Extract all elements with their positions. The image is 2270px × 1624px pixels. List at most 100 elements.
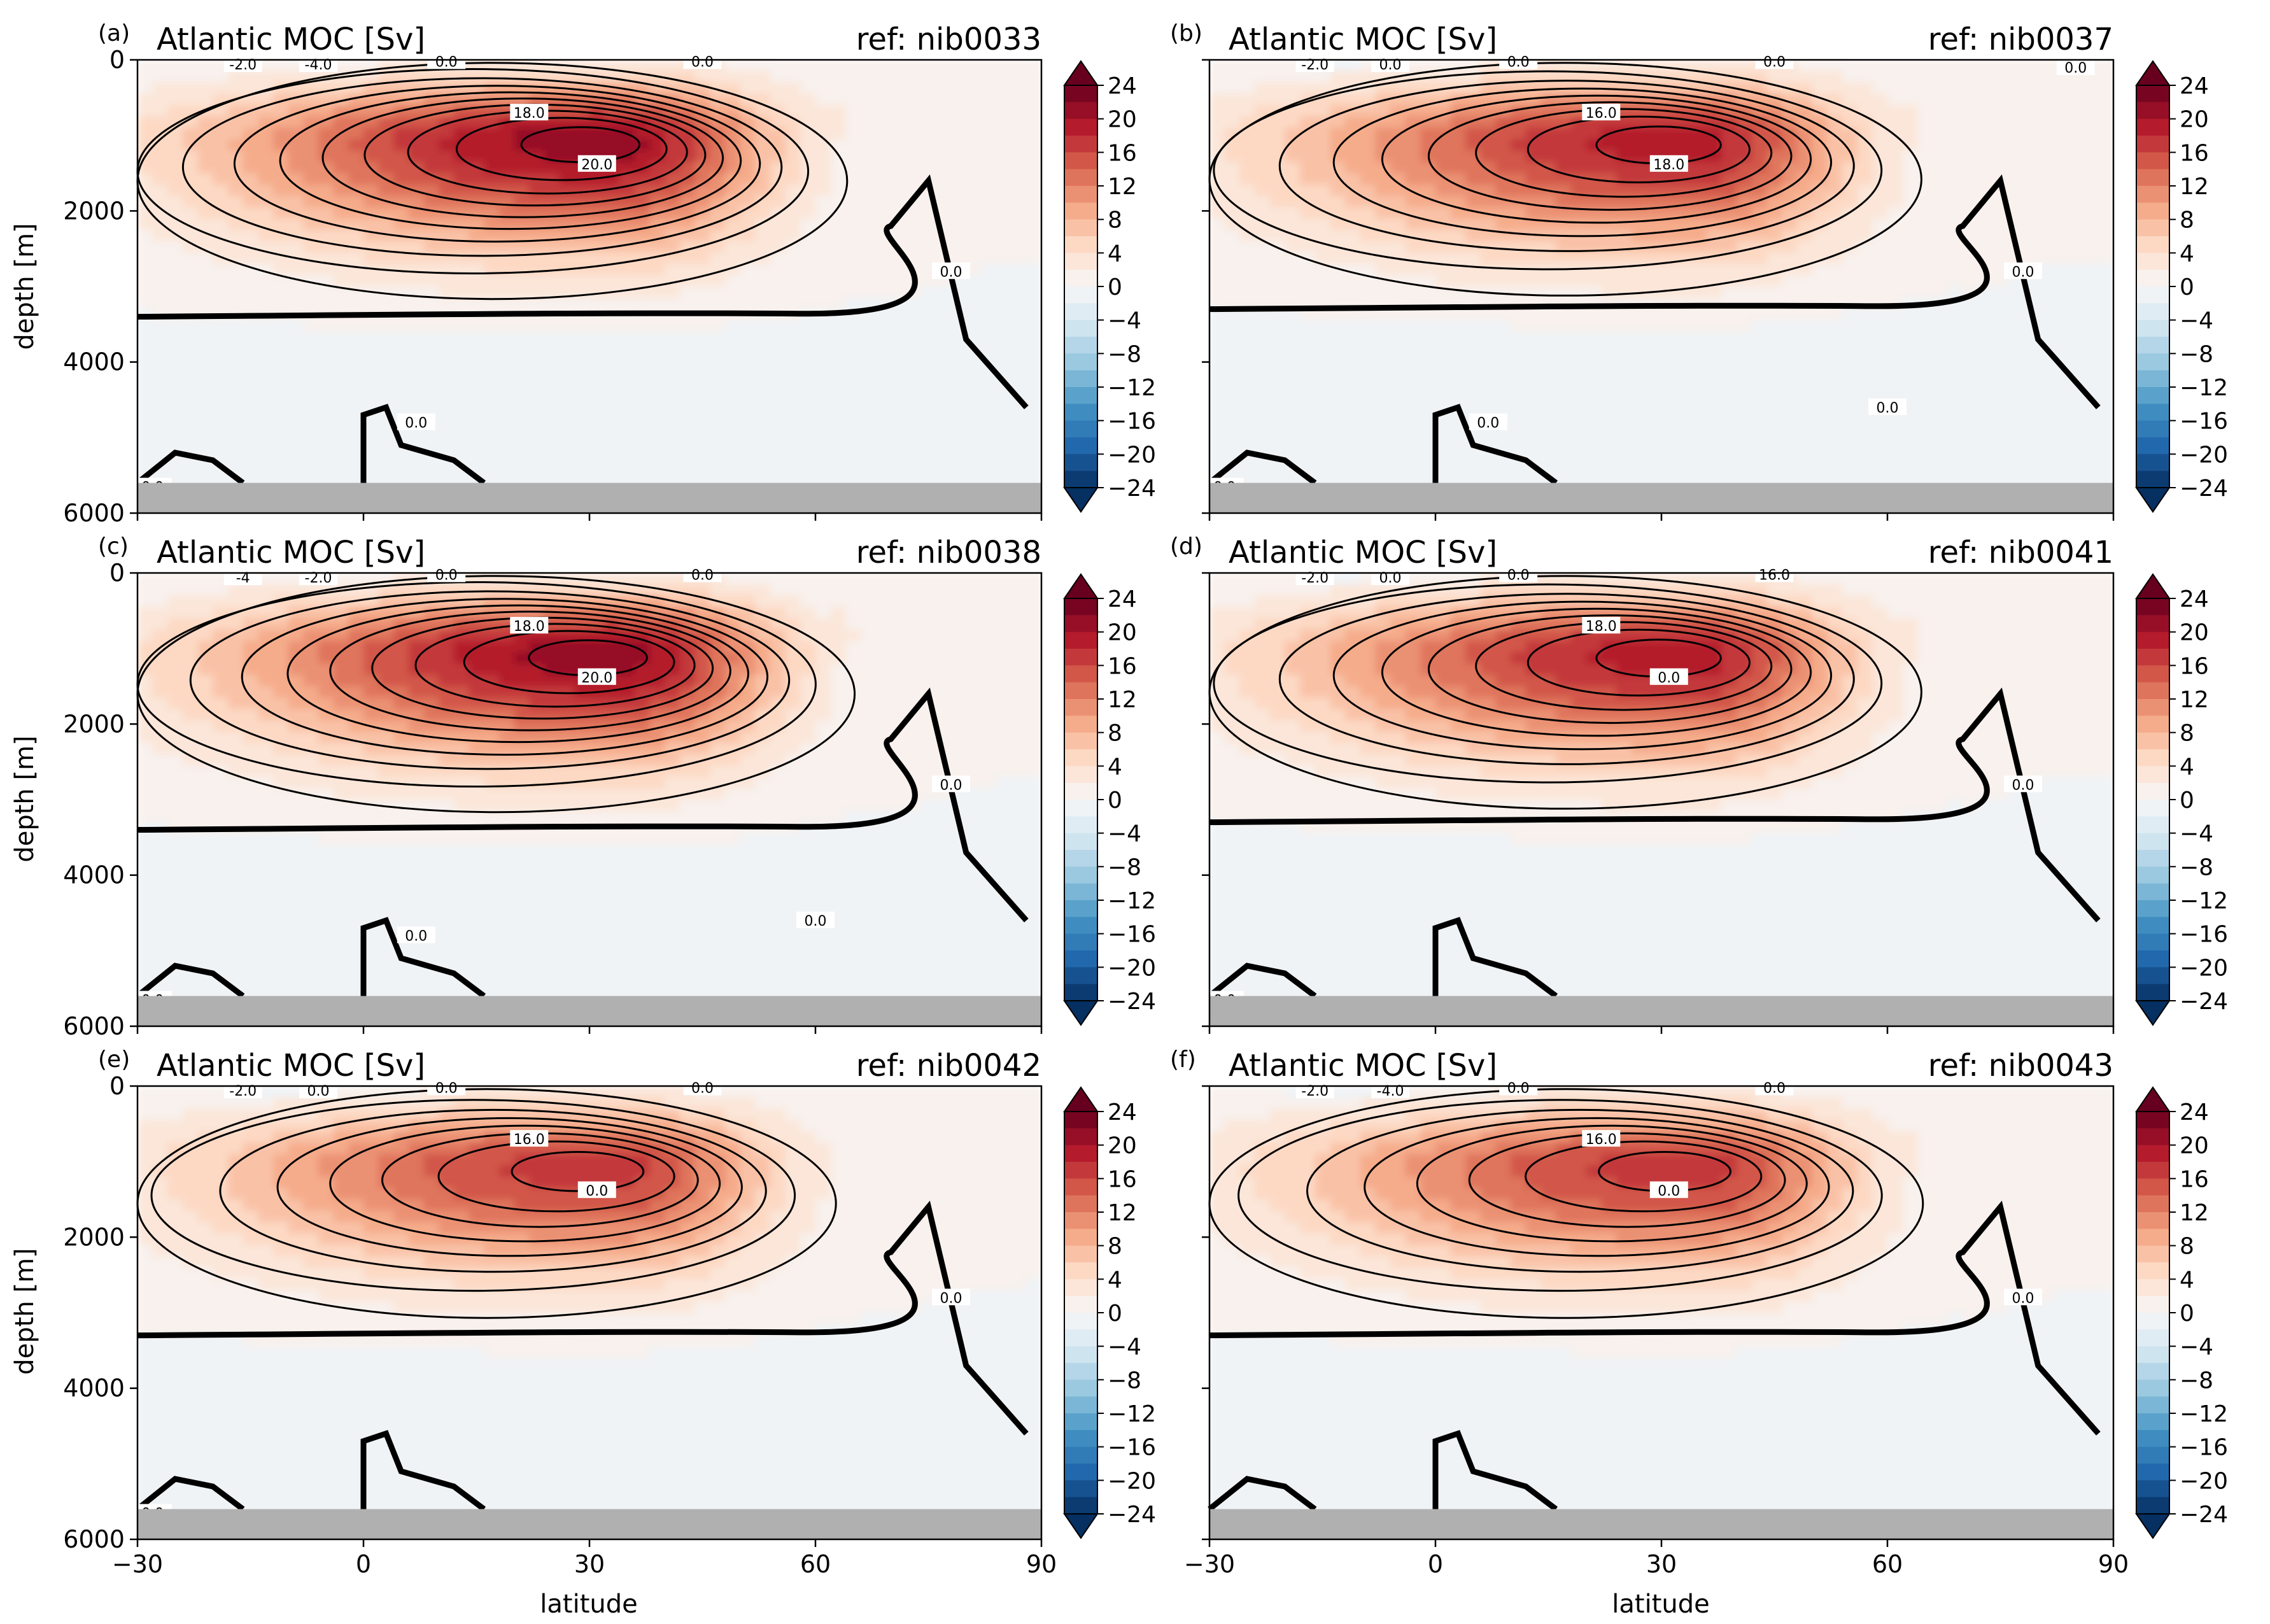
field-cell: [1450, 445, 1467, 457]
field-cell: [1209, 388, 1225, 400]
field-cell: [725, 218, 741, 230]
field-cell: [1224, 411, 1241, 423]
field-cell: [1300, 400, 1316, 412]
field-cell: [936, 434, 952, 446]
field-cell: [1827, 365, 1843, 378]
field-cell: [710, 354, 726, 367]
field-cell: [951, 218, 967, 230]
field-cell: [454, 332, 470, 344]
field-cell: [710, 286, 726, 299]
field-cell: [288, 456, 304, 469]
field-cell: [1902, 275, 1919, 287]
field-cell: [2083, 343, 2099, 355]
field-cell: [1571, 343, 1587, 355]
field-cell: [2068, 309, 2084, 321]
field-cell: [1255, 60, 1271, 72]
field-cell: [1797, 365, 1813, 378]
field-cell: [273, 456, 289, 469]
field-cell: [1224, 162, 1241, 174]
field-cell: [1902, 286, 1919, 299]
field-cell: [1269, 320, 1286, 333]
field-cell: [1661, 467, 1677, 480]
field-cell: [875, 445, 892, 457]
field-cell: [1269, 434, 1286, 446]
field-cell: [1616, 422, 1632, 435]
field-cell: [454, 422, 470, 435]
field-cell: [891, 162, 906, 174]
field-cell: [1405, 173, 1421, 185]
field-cell: [1661, 286, 1677, 299]
colorbar-segment: [1064, 169, 1097, 187]
field-cell: [1616, 365, 1632, 378]
field-cell: [393, 241, 409, 253]
field-cell: [1026, 230, 1042, 242]
field-cell: [167, 218, 183, 230]
field-cell: [1842, 195, 1858, 208]
field-cell: [1872, 456, 1888, 469]
field-cell: [1887, 275, 1903, 287]
field-cell: [815, 467, 831, 480]
field-cell: [273, 332, 289, 344]
field-cell: [1766, 422, 1783, 435]
field-cell: [981, 173, 997, 185]
field-cell: [1827, 275, 1843, 287]
field-cell: [1947, 400, 1964, 412]
field-cell: [1420, 332, 1436, 344]
field-cell: [152, 297, 169, 310]
field-cell: [1933, 71, 1949, 83]
field-cell: [1315, 184, 1331, 197]
field-cell: [1269, 377, 1286, 390]
field-cell: [409, 264, 425, 276]
field-cell: [1872, 60, 1888, 72]
field-cell: [1300, 207, 1316, 220]
field-cell: [1495, 343, 1512, 355]
field-cell: [273, 467, 289, 480]
field-cell: [1526, 343, 1542, 355]
field-cell: [1269, 411, 1286, 423]
field-cell: [197, 445, 214, 457]
field-cell: [2038, 297, 2054, 310]
field-cell: [1556, 309, 1572, 321]
field-cell: [1571, 320, 1587, 333]
field-cell: [1450, 343, 1467, 355]
field-cell: [137, 286, 153, 299]
field-cell: [1511, 162, 1526, 174]
colorbar-segment: [1064, 320, 1097, 337]
field-cell: [1902, 173, 1919, 185]
field-cell: [1209, 354, 1225, 367]
field-cell: [680, 400, 696, 412]
field-cell: [996, 275, 1012, 287]
field-cell: [1917, 467, 1933, 480]
field-cell: [815, 173, 831, 185]
field-cell: [559, 456, 575, 469]
field-cell: [891, 445, 906, 457]
field-cell: [694, 320, 711, 333]
field-cell: [1026, 94, 1042, 106]
field-cell: [499, 434, 515, 446]
field-cell: [183, 184, 199, 197]
field-cell: [1992, 332, 2009, 344]
field-cell: [920, 388, 937, 400]
field-cell: [363, 445, 379, 457]
field-cell: [2098, 286, 2114, 299]
field-cell: [1420, 354, 1436, 367]
field-cell: [348, 297, 364, 310]
field-cell: [514, 400, 530, 412]
field-cell: [1797, 286, 1813, 299]
field-cell: [1797, 320, 1813, 333]
field-cell: [1026, 207, 1042, 220]
field-cell: [1315, 139, 1331, 152]
field-cell: [2098, 184, 2114, 197]
field-cell: [2083, 354, 2099, 367]
field-cell: [1465, 456, 1481, 469]
field-cell: [363, 388, 379, 400]
field-cell: [1011, 456, 1027, 469]
field-cell: [1676, 467, 1693, 480]
field-cell: [875, 184, 892, 197]
field-cell: [951, 434, 967, 446]
colorbar-tick-label: 20: [2180, 107, 2209, 133]
field-cell: [966, 422, 982, 435]
y-tick-label: 6000: [63, 499, 125, 527]
field-cell: [1571, 162, 1587, 174]
field-cell: [1375, 241, 1391, 253]
